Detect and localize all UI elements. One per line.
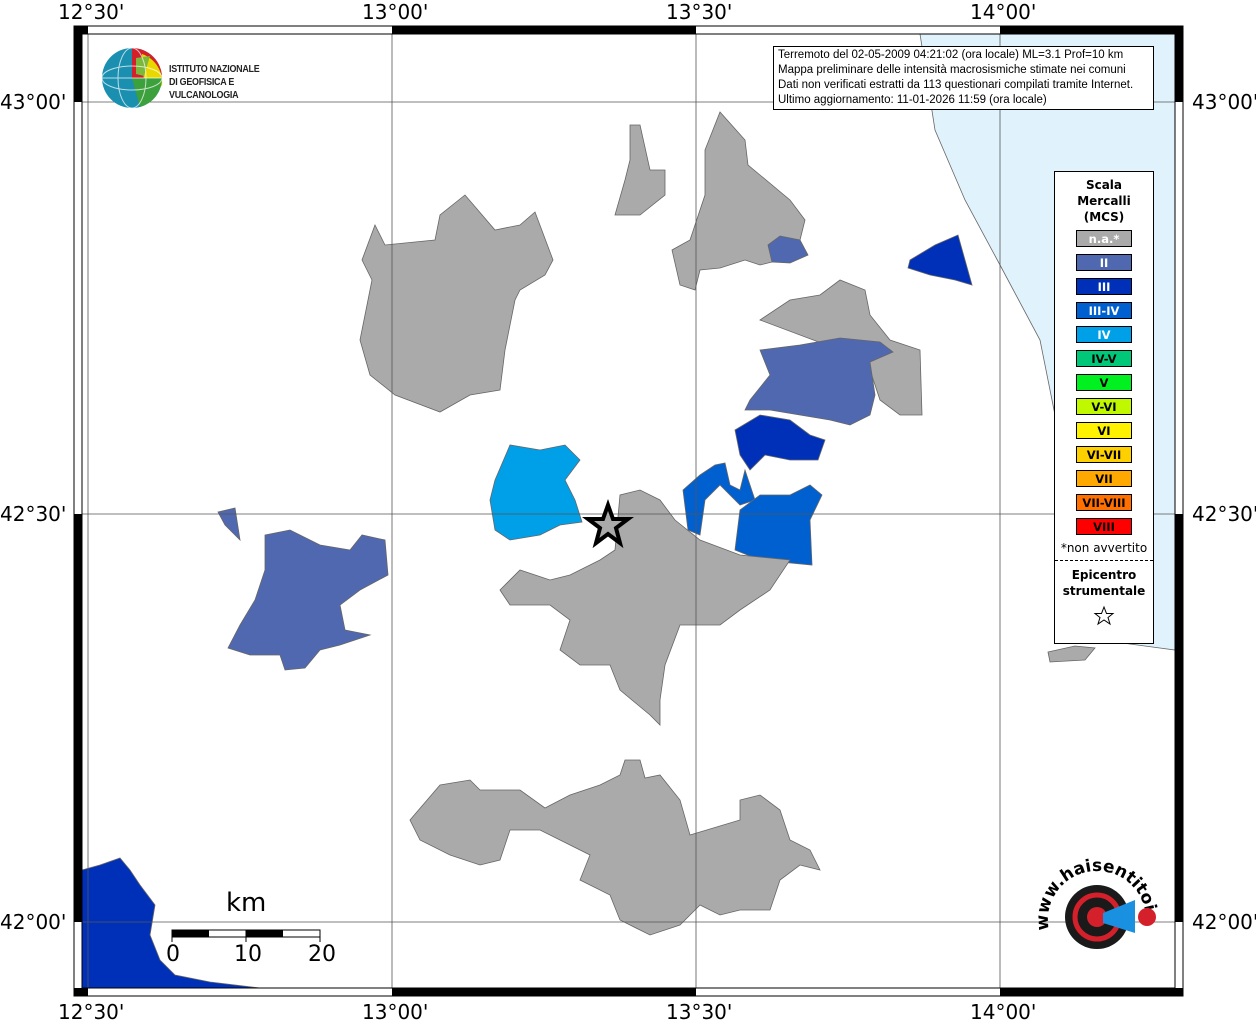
lat-label: 42°30'	[1192, 502, 1256, 526]
epicenter-label: Epicentro strumentale	[1062, 568, 1146, 598]
municipality-III-IV	[734, 484, 823, 566]
lon-label: 13°00'	[362, 1000, 429, 1024]
scale-tick: 10	[234, 942, 262, 967]
municipality-II	[767, 235, 809, 264]
legend-swatch: II	[1076, 254, 1132, 271]
legend-swatch: n.a.*	[1076, 230, 1132, 247]
event-line: Terremoto del 02-05-2009 04:21:02 (ora l…	[778, 49, 1124, 61]
last-update: Ultimo aggiornamento: 11-01-2026 11:59 (…	[778, 94, 1047, 106]
lon-label: 13°30'	[666, 1000, 733, 1024]
legend-title: Scala Mercalli (MCS)	[1077, 178, 1131, 224]
lon-label: 14°00'	[970, 1000, 1037, 1024]
municipality-na	[499, 489, 791, 726]
municipality-III	[907, 234, 973, 286]
municipality-IV	[489, 444, 583, 541]
legend-swatch: III-IV	[1076, 302, 1132, 319]
epicenter-star-icon	[582, 499, 634, 549]
haisentito-logo: www.haisentitoilterremoto.it	[1035, 855, 1160, 949]
legend-swatch: V	[1076, 374, 1132, 391]
event-info-box: Terremoto del 02-05-2009 04:21:02 (ora l…	[773, 46, 1154, 110]
ingv-name-line1: ISTITUTO NAZIONALE	[169, 63, 260, 75]
lat-label: 42°00'	[1192, 910, 1256, 934]
lon-label: 13°30'	[666, 0, 733, 24]
municipality-II	[744, 337, 894, 426]
legend-swatch: III	[1076, 278, 1132, 295]
municipality-na	[1047, 645, 1096, 663]
legend-swatch: VI	[1076, 422, 1132, 439]
legend-note: *non avvertito	[1060, 541, 1148, 555]
lon-label: 12°30'	[58, 1000, 125, 1024]
legend-swatch: VII-VIII	[1076, 494, 1132, 511]
scale-unit: km	[226, 888, 267, 918]
municipality-II	[227, 529, 389, 671]
scale-tick: 20	[308, 942, 336, 967]
legend-swatch: IV	[1076, 326, 1132, 343]
map-description: Mappa preliminare delle intensità macros…	[778, 64, 1126, 76]
lat-label: 43°00'	[0, 90, 67, 114]
scale-bar	[171, 929, 321, 942]
scale-tick: 0	[166, 942, 180, 967]
municipality-na	[359, 194, 554, 413]
ingv-logo: ISTITUTO NAZIONALE DI GEOFISICA E VULCANO…	[100, 46, 310, 110]
municipality-II	[217, 507, 241, 542]
globe-icon	[101, 47, 163, 109]
lon-label: 14°00'	[970, 0, 1037, 24]
lat-label: 42°00'	[0, 910, 67, 934]
legend: Scala Mercalli (MCS) n.a.* II III III-IV IV IV-…	[1054, 171, 1154, 644]
star-icon	[1093, 605, 1115, 626]
graticule	[82, 34, 1175, 988]
ingv-name-line2: DI GEOFISICA E VULCANOLOGIA	[169, 76, 239, 101]
legend-swatch: VIII	[1076, 518, 1132, 535]
lat-label: 43°00'	[1192, 90, 1256, 114]
legend-swatch: V-VI	[1076, 398, 1132, 415]
legend-swatch: VII	[1076, 470, 1132, 487]
map-frame	[73, 25, 1184, 997]
municipality-na	[409, 759, 821, 936]
lat-label: 42°30'	[0, 502, 67, 526]
legend-swatch: VI-VII	[1076, 446, 1132, 463]
municipality-III	[734, 414, 826, 471]
lon-label: 12°30'	[58, 0, 125, 24]
lon-label: 13°00'	[362, 0, 429, 24]
data-source: Dati non verificati estratti da 113 ques…	[778, 79, 1134, 91]
municipality-na	[614, 124, 666, 216]
legend-swatch: IV-V	[1076, 350, 1132, 367]
municipality-III-IV	[682, 462, 756, 536]
